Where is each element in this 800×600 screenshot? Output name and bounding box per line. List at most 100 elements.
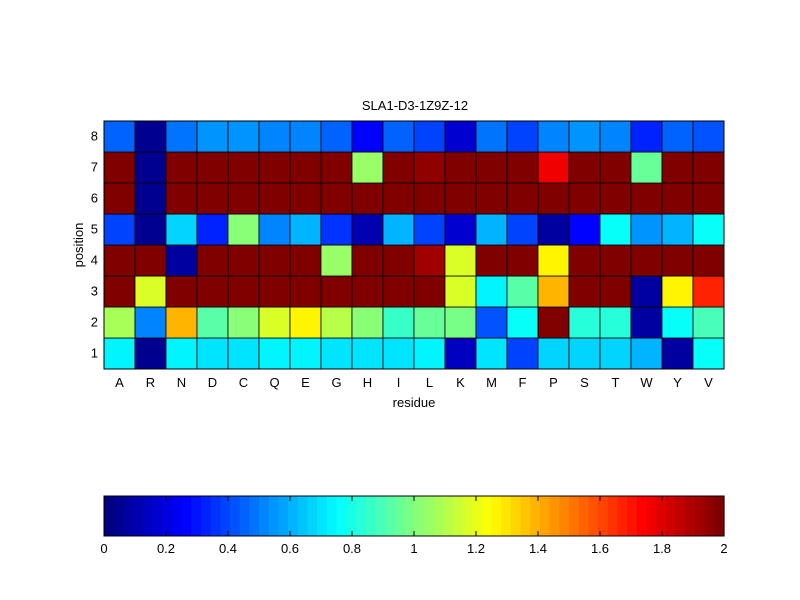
heatmap-cell: [103, 337, 136, 370]
heatmap-cell: [413, 244, 446, 277]
chart-title: SLA1-D3-1Z9Z-12: [362, 98, 468, 113]
colorbar-segment: [162, 496, 173, 536]
heatmap-cell: [134, 306, 167, 339]
heatmap-cell: [165, 306, 198, 339]
heatmap-cell: [351, 213, 384, 246]
heatmap-cell: [568, 306, 601, 339]
heatmap-cell: [351, 120, 384, 153]
colorbar-segment: [559, 496, 570, 536]
heatmap-cell: [413, 182, 446, 215]
heatmap-cell: [103, 182, 136, 215]
heatmap-cell: [165, 182, 198, 215]
heatmap-cell: [568, 337, 601, 370]
heatmap-cell: [320, 213, 353, 246]
heatmap-cell: [289, 275, 322, 308]
y-tick-label: 2: [91, 315, 98, 330]
colorbar-segment: [375, 496, 386, 536]
colorbar-tick-label: 2: [720, 541, 727, 556]
heatmap-cell: [134, 213, 167, 246]
colorbar-segment: [539, 496, 551, 536]
x-tick-label: G: [331, 375, 341, 390]
heatmap-cell: [692, 151, 725, 184]
heatmap-cell: [444, 213, 477, 246]
heatmap-cell: [165, 337, 198, 370]
heatmap-cell: [506, 182, 539, 215]
colorbar-segment: [656, 496, 667, 536]
colorbar-segment: [133, 496, 144, 536]
colorbar-segment: [200, 496, 212, 536]
colorbar-segment: [288, 496, 299, 536]
heatmap-cell: [289, 244, 322, 277]
heatmap-cell: [227, 306, 260, 339]
heatmap-cell: [103, 120, 136, 153]
heatmap-cell: [320, 275, 353, 308]
colorbar-segment: [462, 496, 473, 536]
heatmap-cell: [413, 306, 446, 339]
heatmap-cell: [103, 244, 136, 277]
heatmap-cell: [103, 151, 136, 184]
heatmap-cell: [630, 244, 663, 277]
heatmap-cell: [475, 182, 508, 215]
colorbar-segment: [414, 496, 425, 536]
colorbar-segment: [646, 496, 657, 536]
heatmap-cell: [537, 120, 570, 153]
colorbar-segment: [229, 496, 241, 536]
heatmap-cell: [692, 244, 725, 277]
y-tick-label: 7: [91, 160, 98, 175]
heatmap-cell: [351, 337, 384, 370]
colorbar-segment: [665, 496, 677, 536]
x-tick-label: S: [580, 375, 589, 390]
colorbar-tick-label: 1.8: [653, 541, 671, 556]
heatmap-cell: [661, 306, 694, 339]
heatmap-cell: [103, 213, 136, 246]
heatmap-cell: [258, 337, 291, 370]
colorbar-segment: [142, 496, 154, 536]
heatmap-cell: [506, 244, 539, 277]
colorbar-tick-labels: 0 0.2 0.4 0.6 0.8 1 1.2 1.4 1.6 1.8 2: [100, 496, 728, 556]
heatmap-cell: [599, 151, 632, 184]
x-tick-label: Q: [269, 375, 279, 390]
heatmap-cell: [134, 182, 167, 215]
colorbar-segment: [520, 496, 531, 536]
heatmap-cell: [227, 151, 260, 184]
heatmap-cell: [196, 244, 229, 277]
colorbar-segment: [336, 496, 347, 536]
colorbar-segment: [171, 496, 183, 536]
heatmap-cell: [599, 244, 632, 277]
heatmap-cell: [134, 151, 167, 184]
heatmap-cell: [196, 275, 229, 308]
colorbar-segment: [181, 496, 192, 536]
colorbar-segment: [191, 496, 202, 536]
x-tick-label: Y: [673, 375, 682, 390]
heatmap-cell: [661, 275, 694, 308]
heatmap-cell: [444, 182, 477, 215]
heatmap-cell: [568, 275, 601, 308]
heatmap-cell: [196, 306, 229, 339]
heatmap-cell: [382, 120, 415, 153]
colorbar-segment: [249, 496, 260, 536]
heatmap-cell: [568, 120, 601, 153]
y-tick-label: 6: [91, 191, 98, 206]
heatmap-cell: [289, 151, 322, 184]
y-tick-label: 8: [91, 129, 98, 144]
colorbar-segment: [152, 496, 163, 536]
heatmap-cell: [630, 275, 663, 308]
colorbar-segment: [598, 496, 609, 536]
x-tick-label: H: [363, 375, 372, 390]
colorbar-tick-label: 0.8: [343, 541, 361, 556]
heatmap-cell: [630, 120, 663, 153]
heatmap-cell: [537, 306, 570, 339]
x-tick-label: N: [177, 375, 186, 390]
colorbar-segment: [384, 496, 396, 536]
heatmap-cell: [351, 306, 384, 339]
heatmap-cell: [692, 213, 725, 246]
heatmap-cell: [568, 182, 601, 215]
colorbar-segment: [259, 496, 270, 536]
heatmap-cell: [475, 151, 508, 184]
colorbar-tick-label: 0.4: [219, 541, 237, 556]
colorbar-segment: [307, 496, 318, 536]
colorbar-segment: [423, 496, 434, 536]
colorbar-segment: [636, 496, 648, 536]
heatmap-cell: [599, 275, 632, 308]
heatmap-cell: [258, 182, 291, 215]
